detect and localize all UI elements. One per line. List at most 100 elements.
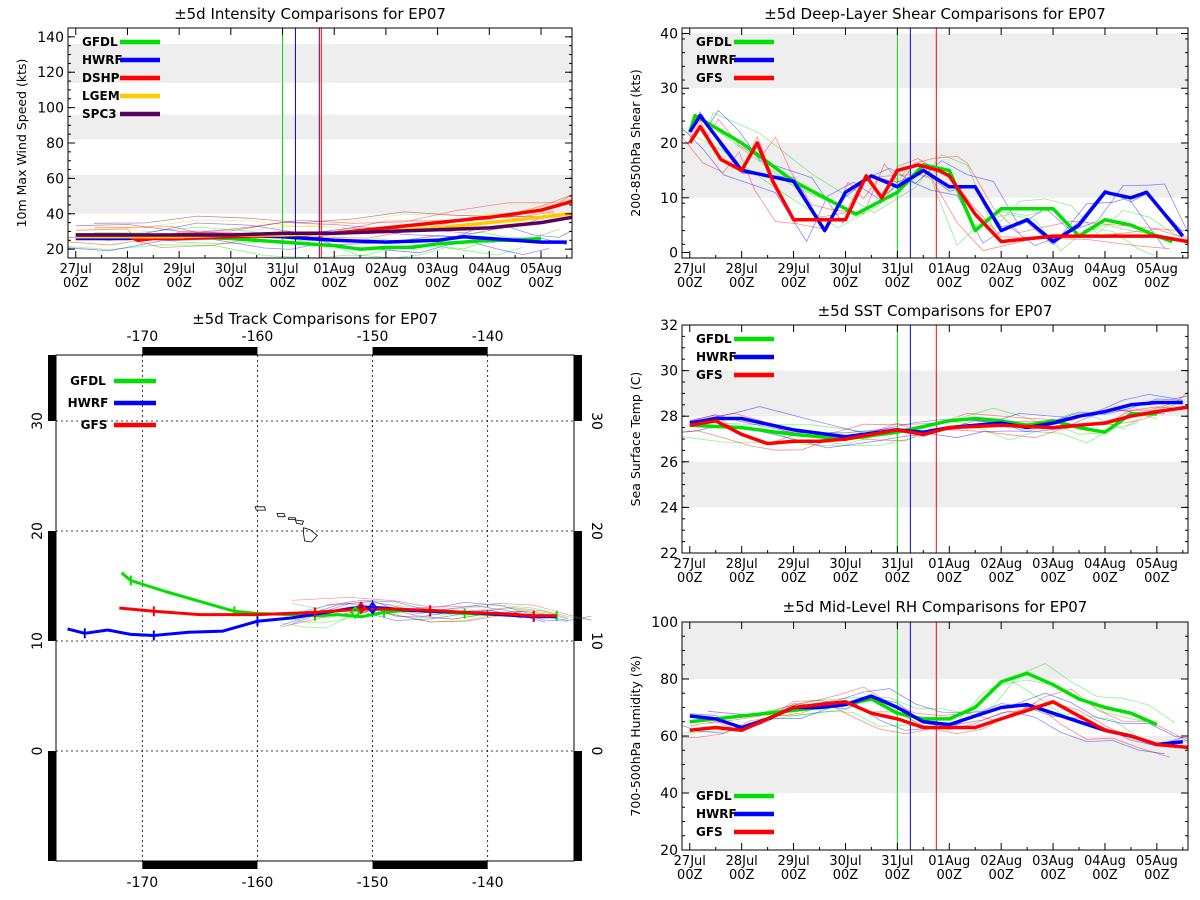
rh-xtick-hour: 00Z [1144,868,1170,883]
intensity-ytick-label: 20 [46,242,64,258]
intensity-xtick-hour: 00Z [115,276,141,291]
rh-legend-label-hwrf: HWRF [696,807,737,821]
rh-xtick-day: 02Aug [980,854,1022,869]
track-title: ±5d Track Comparisons for EP07 [192,310,438,328]
rh-ytick-label: 20 [660,843,678,859]
shear-legend-label-gfs: GFS [696,71,723,85]
track-border-left [48,355,56,421]
sst-xtick-day: 29Jul [777,557,809,572]
island-outline [276,513,286,518]
sst-xtick-day: 31Jul [881,557,913,572]
shear-ytick-label: 40 [660,26,678,42]
intensity-legend-label-spc3: SPC3 [82,107,117,121]
track-lon-label-bottom: -150 [357,875,389,891]
intensity-ylabel: 10m Max Wind Speed (kts) [14,59,29,228]
shear-xtick-hour: 00Z [729,276,755,291]
rh-xtick-hour: 00Z [937,868,963,883]
track-border-top [372,347,488,355]
rh-xtick-day: 03Aug [1032,854,1074,869]
shear-xtick-hour: 00Z [781,276,807,291]
shear-trace-gfs-1 [681,135,1170,252]
intensity-xtick-hour: 00Z [425,276,451,291]
rh-xtick-hour: 00Z [833,868,859,883]
intensity-xtick-day: 01Aug [313,262,355,277]
rh-xtick-hour: 00Z [988,868,1014,883]
intensity-trace-dshp-3 [93,194,573,234]
track-border-top [142,347,258,355]
rh-trace-gfs-1 [681,703,1170,758]
track-start-hwrf [367,601,378,615]
shear-title: ±5d Deep-Layer Shear Comparisons for EP0… [764,5,1106,23]
track-lon-label-bottom: -170 [126,875,158,891]
island-outline [254,506,267,511]
track-legend-label-hwrf: HWRF [68,396,109,410]
intensity-trace-gfdl-1 [67,244,524,259]
sst-xtick-day: 05Aug [1136,557,1178,572]
rh-xtick-day: 04Aug [1084,854,1126,869]
intensity-xtick-hour: 00Z [528,276,554,291]
rh-legend-label-gfs: GFS [696,825,723,839]
rh-ytick-label: 80 [660,672,678,688]
shear-xtick-hour: 00Z [1040,276,1066,291]
sst-legend-label-hwrf: HWRF [696,350,737,364]
intensity-legend-label-lgem: LGEM [82,89,120,103]
island-outline [294,519,305,525]
track-border-left [48,751,56,861]
shear-xtick-day: 03Aug [1032,262,1074,277]
shear-ytick-label: 20 [660,136,678,152]
track-border-bottom [372,861,488,869]
rh-ylabel: 700-500hPa Humidity (%) [628,655,643,816]
track-border-bottom [142,861,258,869]
sst-xtick-hour: 00Z [729,571,755,586]
intensity-ytick-label: 140 [37,30,64,46]
rh-xtick-day: 30Jul [829,854,861,869]
rh-band-1 [682,622,1188,679]
sst-xtick-hour: 00Z [1144,571,1170,586]
intensity-xtick-hour: 00Z [218,276,244,291]
intensity-band-1 [68,114,572,140]
rh-ytick-label: 40 [660,786,678,802]
sst-xtick-hour: 00Z [1092,571,1118,586]
sst-ytick-label: 26 [660,455,678,471]
track-lon-label-top: -160 [242,329,274,345]
track-lon-label-top: -150 [357,329,389,345]
shear-ytick-label: 0 [669,246,678,262]
sst-xtick-day: 02Aug [980,557,1022,572]
sst-band-1 [682,370,1188,417]
intensity-ytick-label: 80 [46,136,64,152]
rh-xtick-day: 27Jul [674,854,706,869]
intensity-trace-lgem-3 [93,196,573,228]
shear-xtick-day: 02Aug [980,262,1022,277]
intensity-xtick-day: 30Jul [215,262,247,277]
intensity-ytick-label: 60 [46,171,64,187]
shear-xtick-day: 29Jul [777,262,809,277]
shear-ytick-label: 30 [660,81,678,97]
island-outline [288,517,296,520]
sst-ylabel: Sea Surface Temp (C) [628,372,643,507]
track-lat-label-left: 0 [30,747,46,756]
sst-xtick-hour: 00Z [885,571,911,586]
track-lat-label-right: 20 [588,522,604,540]
track-lon-label-bottom: -140 [472,875,504,891]
island-outline [303,527,318,543]
track-lat-label-left: 10 [30,632,46,650]
intensity-xtick-hour: 00Z [63,276,89,291]
sst-title: ±5d SST Comparisons for EP07 [818,302,1053,320]
sst-series-gfdl [689,412,1157,441]
rh-series-gfdl [689,671,1158,727]
shear-ylabel: 200-850hPa Shear (kts) [628,69,643,217]
track-lon-label-top: -170 [126,329,158,345]
sst-xtick-hour: 00Z [937,571,963,586]
track-lat-label-right: 10 [588,632,604,650]
rh-xtick-hour: 00Z [781,868,807,883]
shear-xtick-day: 01Aug [928,262,970,277]
shear-xtick-day: 28Jul [726,262,758,277]
intensity-xtick-hour: 00Z [373,276,399,291]
track-legend-label-gfdl: GFDL [70,374,106,388]
intensity-title: ±5d Intensity Comparisons for EP07 [174,5,446,23]
rh-xtick-day: 31Jul [881,854,913,869]
plot-layer: 2040608010012014027Jul00Z28Jul00Z29Jul00… [14,26,1189,891]
shear-xtick-day: 31Jul [881,262,913,277]
intensity-ytick-label: 100 [37,101,64,117]
